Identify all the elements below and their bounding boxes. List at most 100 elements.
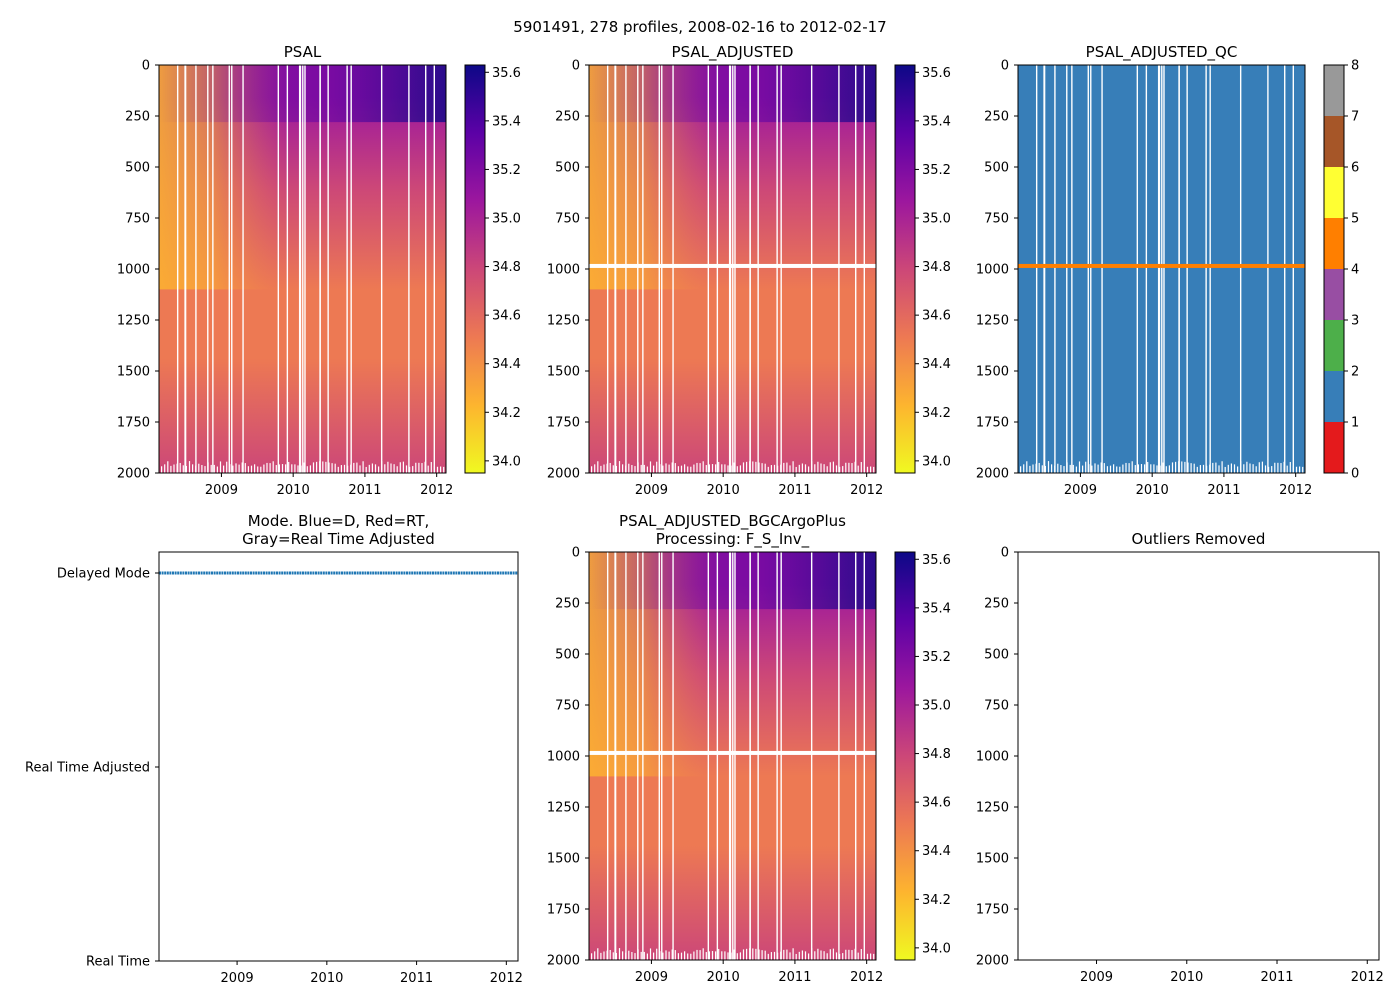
psal_bgc-bottom-fringe [789,952,791,960]
psal_adjusted-profile-gap [716,65,719,473]
psal_adjusted_qc-profile-gap [1178,65,1180,473]
psal-bottom-fringe [418,462,420,473]
psal_adjusted_qc-bottom-fringe [1221,461,1223,473]
psal_adjusted-bottom-fringe [786,462,788,473]
psal-colorbar-label: 34.6 [492,309,521,324]
psal_adjusted_qc-bottom-fringe [1184,461,1186,473]
psal_adjusted_qc-bottom-fringe [1168,465,1170,473]
psal_bgc-ytick-label: 1000 [547,750,580,765]
mode-plot-area [159,552,518,961]
psal_adjusted-bottom-fringe [702,461,704,473]
psal_adjusted-bottom-fringe [795,466,797,473]
psal_bgc-bottom-fringe [646,953,648,960]
psal-bottom-fringe [213,464,215,473]
psal_adjusted_qc-profile-gap [1186,65,1188,473]
psal_bgc-bottom-fringe [708,951,710,960]
psal_adjusted_qc-colorbar-bin [1324,371,1344,422]
psal_bgc-bottom-fringe [742,949,745,960]
psal_adjusted_qc-ytick-label: 2000 [976,467,1009,482]
psal_adjusted_qc-bottom-fringe [1063,466,1065,473]
psal_adjusted_qc-bottom-fringe [1243,464,1245,473]
psal_adjusted-bottom-fringe [677,466,679,473]
psal_adjusted-bottom-fringe [780,464,782,473]
psal-bottom-fringe [396,466,398,473]
psal_adjusted-bottom-fringe [764,463,766,473]
psal_adjusted_qc-ytick-label: 1500 [976,365,1009,380]
psal-colorbar-label: 34.8 [492,260,521,275]
psal_bgc-colorbar-label: 34.6 [922,796,951,811]
psal_adjusted-bottom-fringe [739,465,741,473]
psal_adjusted-bottom-fringe [783,462,785,473]
psal_adjusted_qc-bottom-fringe [1023,464,1025,473]
psal_bgc-bottom-fringe [767,953,769,960]
psal-bottom-fringe [337,466,339,473]
outliers-ytick-label: 0 [1001,546,1009,561]
psal-bottom-fringe [232,465,234,473]
psal_adjusted_qc-bottom-fringe [1113,464,1115,473]
psal_bgc-profile-gap [734,552,736,960]
psal_bgc-bottom-fringe [718,948,720,960]
psal_adjusted_qc-flag4-line [1018,263,1305,268]
psal_bgc-bottom-fringe [798,951,800,960]
psal-profile-gap [299,65,302,473]
psal-profile-gap [408,65,410,473]
psal-bottom-fringe [164,464,166,473]
psal_adjusted_qc-bottom-fringe [1038,462,1040,473]
psal-bottom-fringe [207,462,209,473]
psal-bottom-fringe [216,466,218,473]
psal_adjusted-ytick-label: 750 [555,212,580,227]
psal-profile-gap [286,65,289,473]
mode-title-line2: Gray=Real Time Adjusted [242,530,435,548]
psal_bgc-bottom-fringe [857,952,859,960]
psal-bottom-fringe [188,461,191,473]
psal_adjusted-colorbar-label: 34.2 [922,406,951,421]
psal_adjusted-bottom-fringe [591,466,593,473]
psal-bottom-fringe [424,461,426,473]
psal-bottom-fringe [365,466,367,473]
psal-bottom-fringe [254,464,256,473]
psal_adjusted-colorbar-label: 35.2 [922,163,951,178]
psal_adjusted-bottom-fringe [873,466,875,473]
psal_adjusted_qc-bottom-fringe [1196,466,1198,473]
psal-xtick-label: 2010 [277,483,310,498]
psal_adjusted-bottom-fringe [851,463,853,473]
psal_adjusted_qc-profile-gap [1157,65,1160,473]
psal_adjusted-bottom-fringe [789,465,791,473]
psal_adjusted_qc-bottom-fringe [1119,466,1121,473]
psal_bgc-bottom-fringe [823,951,825,960]
psal-bottom-fringe [350,464,352,473]
psal_bgc-bottom-fringe [755,948,757,960]
psal_adjusted-colorbar-label: 35.0 [922,212,951,227]
mode-ytick-label: Delayed Mode [57,567,150,582]
psal-profile-gap [350,65,352,473]
psal_adjusted-bottom-fringe [640,464,642,473]
psal_bgc-bottom-fringe [854,948,856,960]
psal_adjusted_qc-profile-gap [1292,65,1294,473]
psal_adjusted_qc-bottom-fringe [1125,462,1127,473]
psal_adjusted_qc-bottom-fringe [1128,463,1130,473]
psal_adjusted_qc-colorbar-label: 7 [1351,110,1359,125]
psal-bottom-fringe [409,466,411,473]
psal_bgc-bottom-fringe [842,953,844,960]
psal_adjusted_qc-profile-gap [1101,65,1103,473]
psal_adjusted_qc-bottom-fringe [1212,462,1214,473]
psal_adjusted_qc-ytick-label: 250 [984,110,1009,125]
psal_adjusted_qc-bottom-fringe [1131,461,1133,473]
psal_bgc-profile-gap [637,552,639,960]
psal_adjusted_qc-bottom-fringe [1109,465,1112,473]
psal_bgc-bottom-fringe [739,952,741,960]
psal_adjusted-bottom-fringe [848,462,850,473]
psal_bgc-missing-depth-line [589,750,876,755]
outliers-ytick-label: 1750 [976,903,1009,918]
psal-bottom-fringe [371,463,373,473]
psal_bgc-ytick-label: 1250 [547,801,580,816]
psal-bottom-fringe [170,465,172,473]
psal_adjusted-bottom-fringe [637,462,639,473]
psal-xtick-label: 2011 [348,483,381,498]
psal_adjusted_qc-bottom-fringe [1255,466,1257,473]
psal_bgc-xtick-label: 2011 [778,970,811,985]
psal-bottom-fringe [390,463,392,473]
psal-profile-gap [304,65,306,473]
psal_adjusted_qc-bottom-fringe [1082,465,1084,473]
psal_bgc-bottom-fringe [808,953,810,960]
